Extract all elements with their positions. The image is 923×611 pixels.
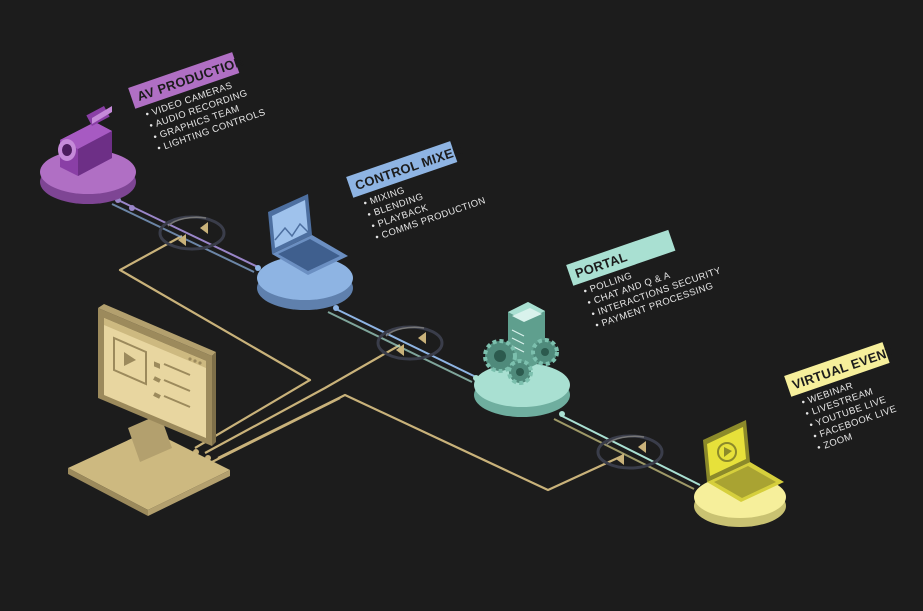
title-bar (566, 229, 676, 286)
video-camera-icon (58, 106, 112, 176)
node-virtual-event (694, 420, 786, 527)
label-av-production: AV PRODUCTION • VIDEO CAMERAS • AUDIO RE… (128, 52, 267, 154)
label-control-mixer: CONTROL MIXER • MIXING • BLENDING • PLAY… (346, 141, 487, 243)
node-control-mixer (257, 194, 353, 310)
label-virtual-event: VIRTUAL EVENT • WEBINAR • LIVESTREAM • Y… (784, 342, 898, 454)
monitor-video-icon (68, 304, 230, 516)
switch-hub-2 (376, 325, 444, 361)
label-portal: PORTAL • POLLING • CHAT AND Q & A • INTE… (566, 229, 723, 331)
title-bar (346, 141, 458, 198)
connector-wires (118, 235, 623, 492)
node-av-production (40, 106, 136, 204)
switch-hub-3 (596, 434, 664, 470)
server-gears-icon (483, 302, 559, 385)
node-portal (474, 302, 570, 417)
title-bar (128, 52, 240, 109)
laptop-icon (268, 194, 348, 275)
laptop-play-icon (703, 420, 784, 502)
title-bar (784, 342, 890, 397)
switch-hub-1 (158, 215, 226, 251)
node-title: CONTROL MIXER (353, 142, 465, 193)
